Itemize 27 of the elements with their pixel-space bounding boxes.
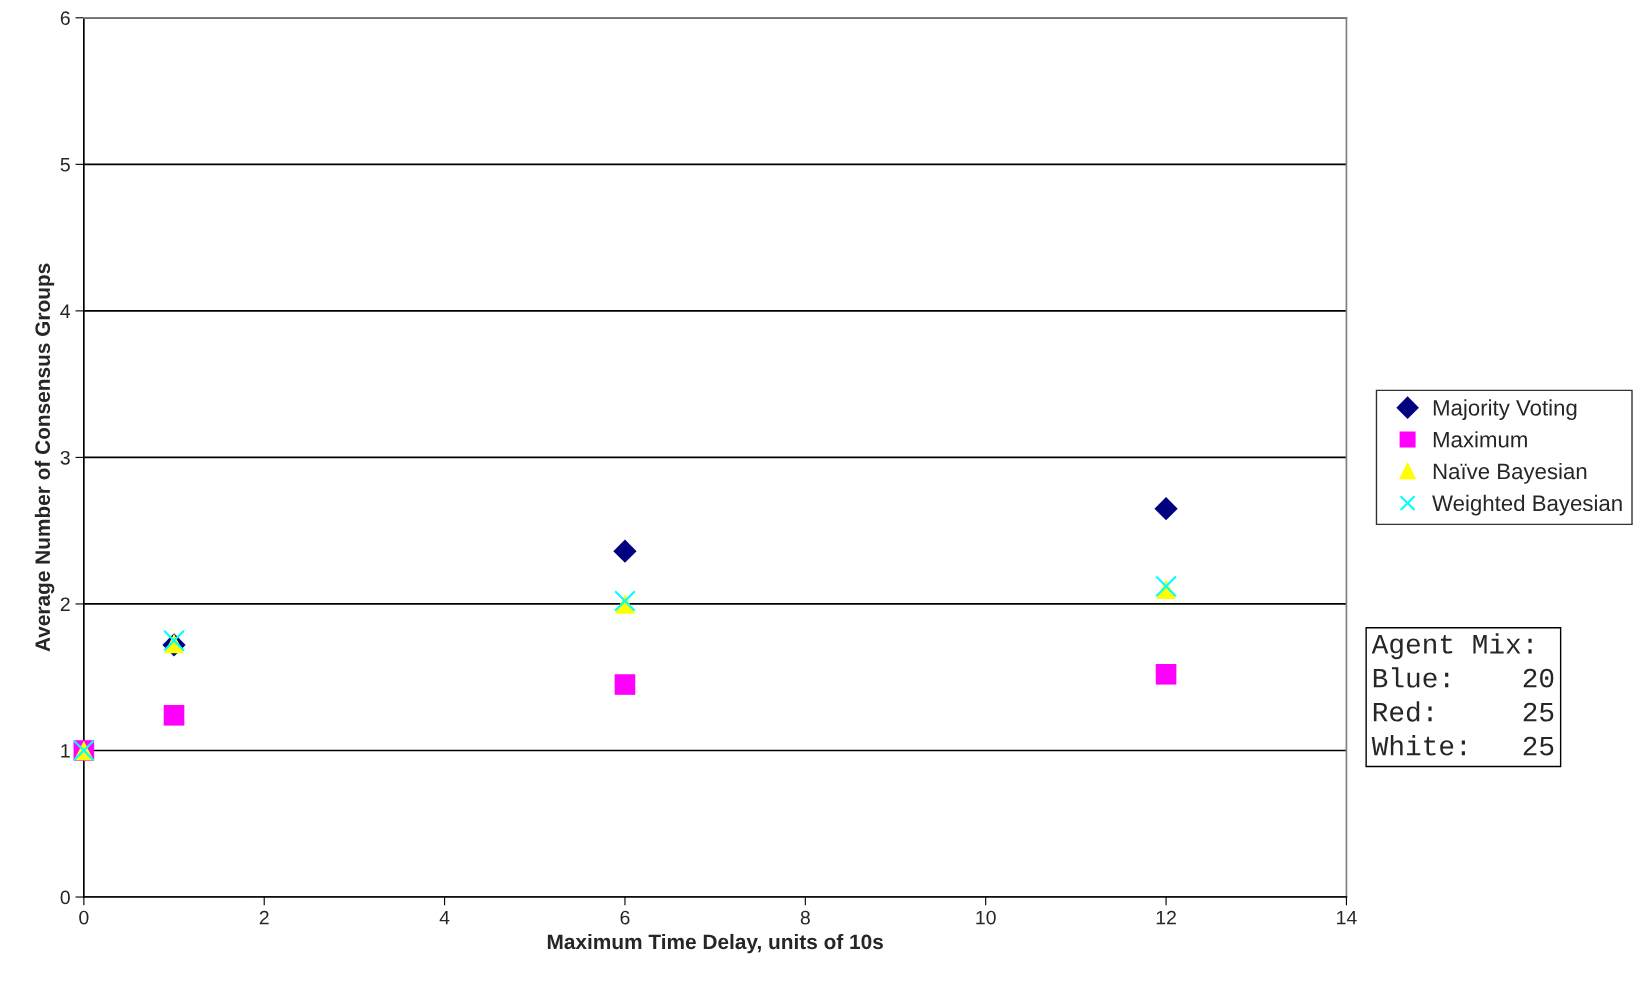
y-tick-label: 0	[60, 890, 70, 905]
text: Agent Mix: Blue: 20 Red: 25 White: 25	[1371, 633, 1554, 756]
x-axis-title: Maximum Time Delay, units of 10s	[547, 933, 883, 954]
y-tick-label: 2	[60, 597, 70, 611]
y-tick-label: 4	[60, 304, 71, 318]
x-tick-label: 4	[439, 910, 450, 925]
legend-label: Weighted Bayesian	[1432, 494, 1622, 516]
point	[1154, 497, 1178, 521]
x-tick-label: 6	[620, 910, 630, 925]
y-tick-label: 1	[61, 744, 70, 758]
y-tick-label: 3	[60, 450, 70, 465]
x-tick-label: 14	[1337, 910, 1357, 925]
point	[614, 674, 636, 695]
legend-label: Majority Voting	[1433, 399, 1577, 421]
point	[613, 539, 637, 563]
x-tick-label: 2	[259, 910, 269, 925]
point	[1155, 663, 1177, 685]
y-tick-label: 6	[60, 11, 70, 26]
y-tick-label: 5	[60, 158, 70, 172]
x-tick-label: 8	[800, 910, 810, 925]
x-tick-label: 12	[1156, 910, 1176, 925]
y-axis-title: Average Number of Consensus Groups	[34, 263, 55, 652]
x-tick-label: 10	[976, 910, 996, 925]
point	[163, 705, 185, 726]
legend-label: Naïve Bayesian	[1433, 462, 1587, 484]
x-tick-label: 0	[79, 910, 89, 925]
legend-label: Maximum	[1433, 431, 1527, 448]
